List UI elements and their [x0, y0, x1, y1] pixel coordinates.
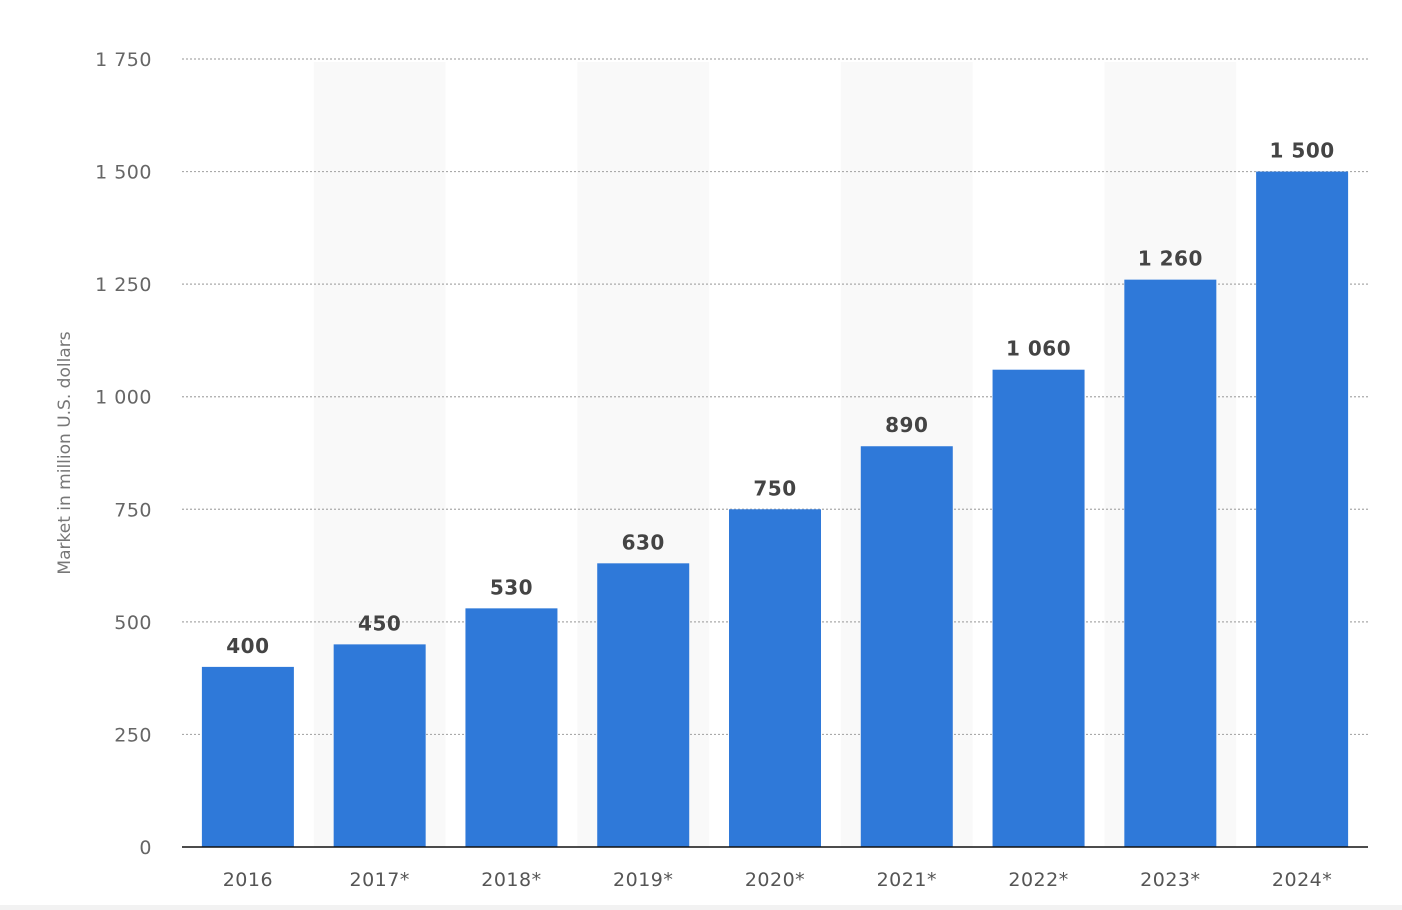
x-tick-label: 2022* — [1008, 869, 1068, 891]
data-label: 530 — [490, 575, 533, 599]
x-tick-label: 2020* — [745, 869, 805, 891]
data-label: 1 500 — [1270, 139, 1335, 163]
y-tick-label: 1 000 — [95, 387, 152, 409]
bar-2019[interactable] — [597, 563, 690, 847]
x-tick-label: 2024* — [1272, 869, 1332, 891]
data-label: 1 060 — [1006, 337, 1071, 361]
x-tick-label: 2016 — [223, 869, 273, 891]
y-tick-label: 1 500 — [95, 162, 152, 184]
data-label: 1 260 — [1138, 247, 1203, 271]
data-label: 400 — [226, 634, 269, 658]
footer-strip — [0, 905, 1402, 910]
x-tick-label: 2023* — [1140, 869, 1200, 891]
bar-2022[interactable] — [992, 369, 1085, 847]
data-label: 890 — [885, 413, 928, 437]
y-tick-label: 0 — [139, 837, 152, 859]
data-label: 450 — [358, 611, 401, 635]
y-tick-label: 1 750 — [95, 49, 152, 71]
x-axis-ticks: 2016 2017* 2018* 2019* 2020* 2021* 2022* 2023* 2… — [223, 869, 1332, 891]
y-axis-label: Market in million U.S. dollars — [55, 331, 75, 574]
data-labels: 400 450 530 630 750 890 1 060 1 260 1 500 — [226, 139, 1334, 658]
y-axis-ticks: 0 250 500 750 1 000 1 250 1 500 1 750 — [95, 49, 152, 859]
bar-2016[interactable] — [201, 666, 294, 847]
bar-2018[interactable] — [465, 608, 558, 847]
bar-2020[interactable] — [729, 509, 821, 847]
bar-2021[interactable] — [860, 446, 953, 847]
y-tick-label: 500 — [114, 612, 152, 634]
x-tick-label: 2017* — [349, 869, 409, 891]
y-tick-label: 1 250 — [95, 274, 152, 296]
bar-2023[interactable] — [1124, 279, 1217, 847]
y-tick-label: 250 — [114, 724, 152, 746]
data-label: 630 — [622, 530, 665, 554]
bar-2024[interactable] — [1256, 171, 1349, 848]
y-tick-label: 750 — [114, 499, 152, 521]
x-tick-label: 2018* — [481, 869, 541, 891]
data-label: 750 — [753, 476, 796, 500]
bar-2017[interactable] — [333, 644, 426, 847]
x-tick-label: 2021* — [877, 869, 937, 891]
x-tick-label: 2019* — [613, 869, 673, 891]
bars — [201, 171, 1349, 848]
